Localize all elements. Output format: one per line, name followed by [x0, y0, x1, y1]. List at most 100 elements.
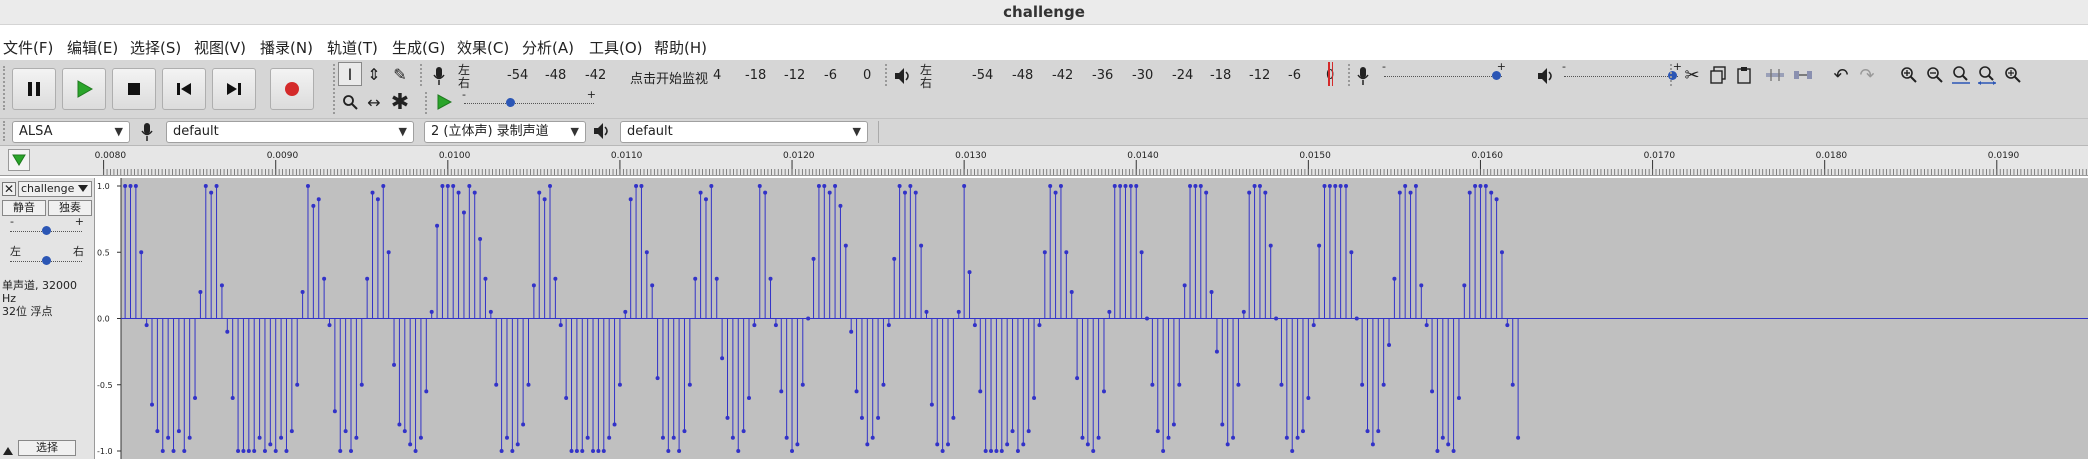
copy-button[interactable] — [1705, 62, 1731, 88]
sample-dot — [1505, 323, 1510, 328]
sample-point — [1483, 184, 1488, 319]
menu-analyze[interactable]: 分析(A) — [522, 39, 574, 57]
record-device-select[interactable]: default ▼ — [166, 121, 414, 143]
record-channels-select[interactable]: 2 (立体声) 录制声道 ▼ — [424, 121, 586, 143]
play-button[interactable] — [62, 68, 106, 110]
record-volume-slider[interactable]: - + — [1378, 60, 1508, 86]
zoom-tool[interactable] — [338, 90, 362, 114]
sample-point — [892, 256, 897, 319]
sample-point — [542, 197, 547, 319]
mute-button[interactable]: 静音 — [2, 200, 46, 216]
amplitude-tick-label: -0.5 — [97, 381, 113, 390]
playback-meter-tick-label: -48 — [1012, 68, 1034, 83]
draw-tool[interactable]: ✎ — [388, 62, 412, 86]
fit-selection-button[interactable] — [1948, 62, 1974, 88]
skip-to-end-button[interactable] — [212, 68, 256, 110]
menu-edit[interactable]: 编辑(E) — [67, 39, 119, 57]
redo-button[interactable]: ↷ — [1854, 62, 1880, 88]
sample-dot — [580, 449, 585, 453]
transport-toolbar-grip[interactable] — [3, 66, 9, 110]
menu-file[interactable]: 文件(F) — [3, 39, 54, 57]
play-speed-slider[interactable]: - + — [458, 88, 600, 112]
playback-meter-button[interactable] — [893, 66, 913, 90]
gain-slider[interactable]: - + — [6, 215, 86, 238]
envelope-tool[interactable]: ⇕ — [362, 62, 386, 86]
menu-view[interactable]: 视图(V) — [194, 39, 246, 57]
stop-button[interactable] — [112, 68, 156, 110]
select-track-button[interactable]: 选择 — [18, 440, 76, 456]
playback-device-select[interactable]: default ▼ — [620, 121, 868, 143]
menu-transport[interactable]: 播录(N) — [260, 39, 313, 57]
sample-point — [128, 184, 133, 319]
edit-toolbar-grip[interactable] — [1670, 64, 1676, 86]
sample-dot — [478, 237, 483, 241]
pause-button[interactable] — [12, 68, 56, 110]
playback-volume-icon-button — [1536, 66, 1556, 90]
sample-dot — [1257, 184, 1262, 188]
playback-volume-thumb[interactable] — [1668, 71, 1678, 80]
sample-point — [133, 184, 138, 319]
sample-dot — [1499, 250, 1504, 255]
zoom-out-button[interactable] — [1922, 62, 1948, 88]
timeline-ruler[interactable]: 0.0080 0.0090 0.0100 0.0110 0.0120 0.0130 0.01… — [0, 146, 2088, 176]
solo-button[interactable]: 独奏 — [48, 200, 92, 216]
vertical-ruler[interactable] — [95, 178, 121, 459]
sample-point — [370, 190, 375, 319]
waveform[interactable]: 1.0 0.5 0.0 -0.5 -1.0 — [95, 178, 2088, 459]
track-menu-button[interactable]: challenge — [18, 181, 92, 197]
menu-effect[interactable]: 效果(C) — [457, 39, 510, 57]
zoom-in-icon — [1901, 67, 1917, 83]
mixer-toolbar-grip[interactable] — [1348, 64, 1354, 86]
sample-dot — [881, 382, 886, 387]
silence-button[interactable] — [1790, 62, 1816, 88]
record-meter-button[interactable] — [432, 66, 446, 90]
close-track-button[interactable]: ✕ — [2, 182, 16, 196]
device-toolbar-grip[interactable] — [3, 121, 9, 141]
sample-point — [1247, 190, 1252, 319]
menu-generate[interactable]: 生成(G) — [392, 39, 446, 57]
play-at-speed-button[interactable] — [436, 94, 453, 114]
selection-tool[interactable]: I — [338, 62, 362, 86]
sample-point — [1096, 318, 1101, 440]
trim-button[interactable] — [1762, 62, 1788, 88]
audio-host-select[interactable]: ALSA ▼ — [12, 121, 130, 143]
menu-select[interactable]: 选择(S) — [130, 39, 182, 57]
pan-slider[interactable]: 左 右 — [6, 245, 86, 266]
skip-to-start-button[interactable] — [162, 68, 206, 110]
sample-dot — [849, 329, 854, 334]
tools-toolbar-grip[interactable] — [333, 64, 339, 114]
paste-button[interactable] — [1731, 62, 1757, 88]
playback-volume-slider[interactable]: - + — [1558, 60, 1684, 86]
menu-tracks[interactable]: 轨道(T) — [327, 39, 378, 57]
record-volume-thumb[interactable] — [1492, 71, 1502, 80]
waveform-area[interactable]: 1.0 0.5 0.0 -0.5 -1.0 — [95, 178, 2088, 459]
record-button[interactable] — [270, 68, 314, 110]
playback-meter-peak-marker — [1328, 62, 1330, 86]
playback-meter-grip[interactable] — [885, 64, 891, 86]
sample-dot — [666, 449, 671, 453]
play-speed-thumb[interactable] — [505, 98, 515, 107]
timeline-options-button[interactable] — [8, 149, 30, 171]
undo-button[interactable]: ↶ — [1828, 62, 1854, 88]
menu-tools[interactable]: 工具(O) — [589, 39, 643, 57]
pan-thumb[interactable] — [42, 256, 51, 265]
gain-thumb[interactable] — [42, 226, 51, 235]
fit-project-button[interactable] — [1974, 62, 2000, 88]
zoom-toggle-button[interactable] — [2000, 62, 2026, 88]
zoom-in-button[interactable] — [1896, 62, 1922, 88]
time-shift-tool[interactable]: ↔ — [362, 90, 386, 114]
sample-dot — [521, 422, 526, 427]
sample-dot — [639, 184, 644, 188]
cut-button[interactable]: ✂ — [1679, 62, 1705, 88]
sample-dot — [537, 190, 542, 195]
record-meter[interactable]: -54 -48 -42 点击开始监视 4 -18 -12 -6 0 — [475, 68, 875, 87]
record-meter-grip[interactable] — [420, 64, 426, 86]
play-at-speed-grip[interactable] — [425, 92, 431, 114]
menu-help[interactable]: 帮助(H) — [654, 39, 707, 57]
record-meter-tick-label: -6 — [824, 68, 837, 83]
playback-meter[interactable]: -54 -48 -42 -36 -30 -24 -18 -12 -6 0 — [940, 68, 1340, 86]
sample-dot — [612, 422, 617, 427]
collapse-track-button[interactable] — [2, 441, 14, 455]
multi-tool[interactable]: ✱ — [388, 90, 412, 115]
sample-point — [494, 318, 499, 387]
